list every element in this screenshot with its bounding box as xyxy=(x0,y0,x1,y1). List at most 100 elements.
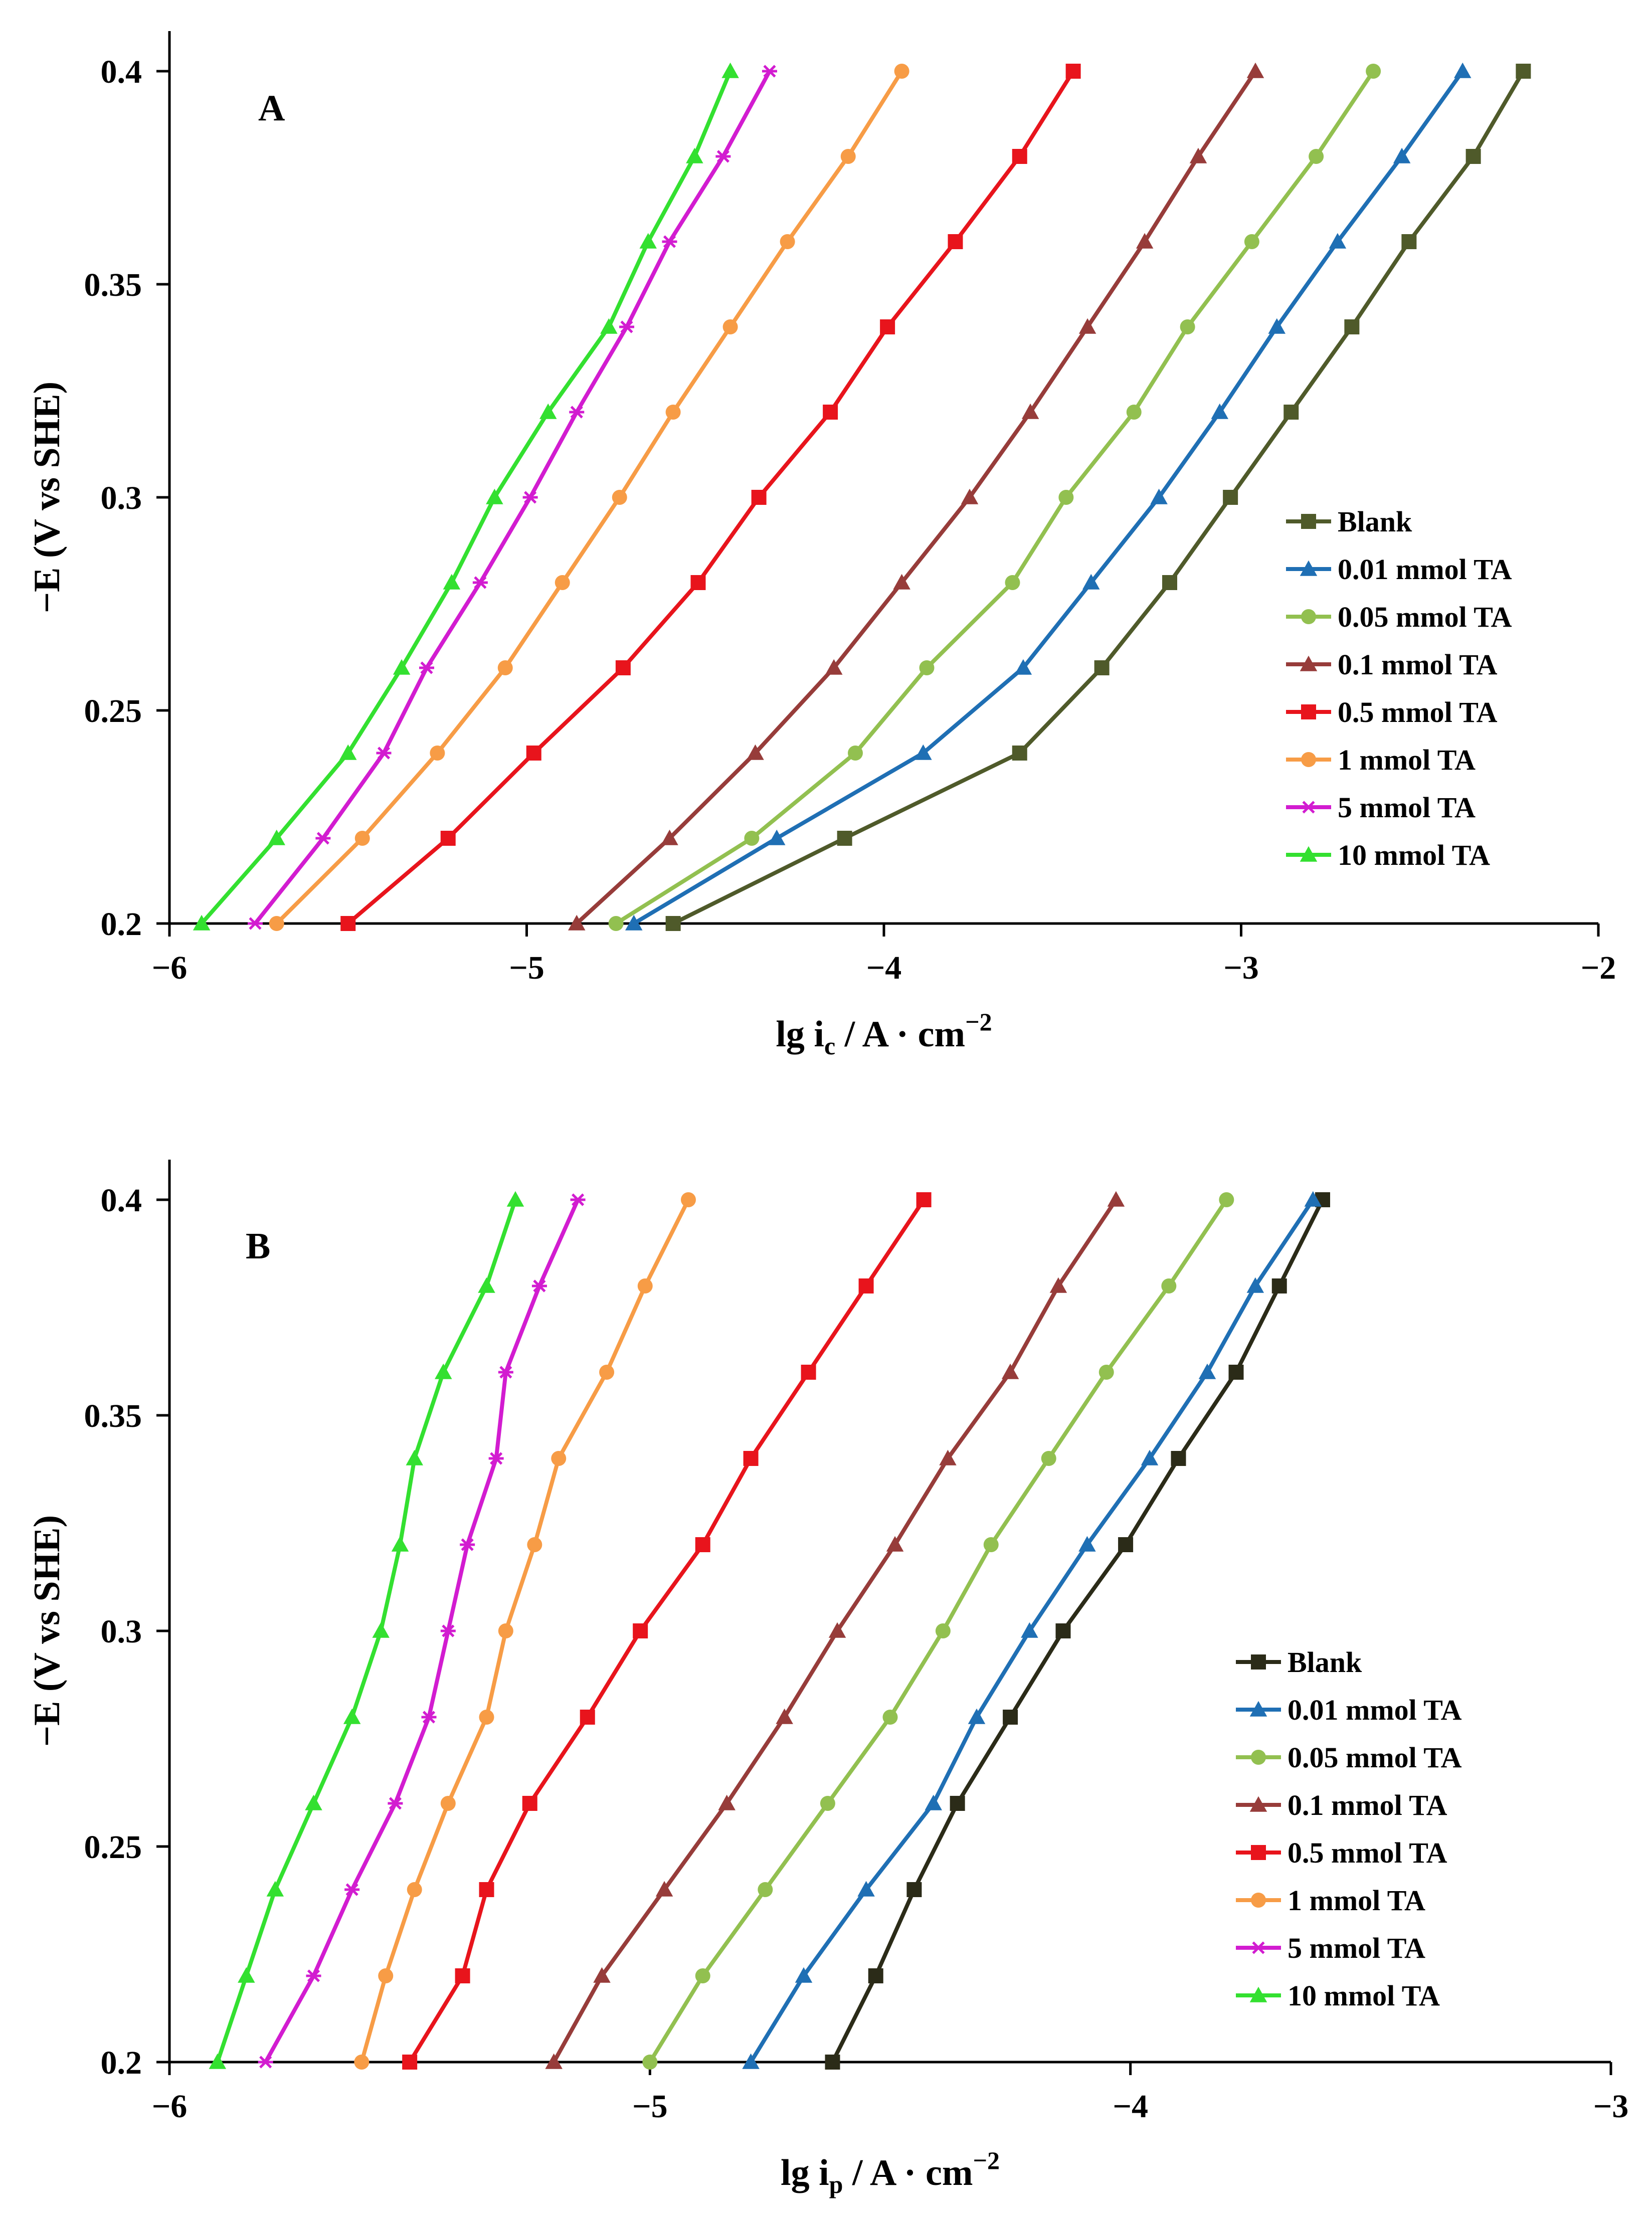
panel-b-data-point xyxy=(391,1536,409,1552)
panel-b-data-point xyxy=(388,1797,403,1810)
panel-a-data-point xyxy=(497,660,513,675)
panel-b-data-point xyxy=(828,1622,846,1638)
panel-a-y-tick-label: 0.3 xyxy=(101,480,142,516)
panel-a-legend-swatch-marker xyxy=(1301,801,1316,814)
panel-b-series-5 xyxy=(354,1192,696,2070)
panel-b-data-point xyxy=(478,1277,495,1293)
panel-b-data-point xyxy=(545,2053,563,2069)
panel-b-data-point xyxy=(440,1796,456,1811)
panel-b-data-point xyxy=(886,1536,904,1552)
panel-a-data-point xyxy=(1150,488,1168,504)
panel-a-data-point xyxy=(269,916,284,931)
panel-a-data-point xyxy=(825,659,843,675)
panel-b-legend-label: 0.5 mmol TA xyxy=(1288,1836,1447,1869)
panel-a-data-point xyxy=(1366,64,1381,79)
panel-b-data-point xyxy=(758,1882,773,1897)
panel-a-data-point xyxy=(248,917,263,930)
panel-a-data-point xyxy=(486,488,503,504)
panel-b-data-point xyxy=(498,1366,513,1379)
panel-b-data-point xyxy=(1003,1710,1018,1725)
panel-b-legend-item: Blank xyxy=(1236,1646,1362,1679)
panel-a-legend-item: 0.01 mmol TA xyxy=(1286,553,1512,586)
panel-b-data-point xyxy=(916,1192,932,1207)
panel-a-series-7 xyxy=(193,62,739,931)
panel-a-data-point xyxy=(430,746,445,761)
panel-a-legend-label: 0.05 mmol TA xyxy=(1338,601,1512,633)
panel-b-x-axis-title: lg ip / A · cm−2 xyxy=(781,2146,1000,2198)
panel-b-y-tick-label: 0.35 xyxy=(84,1398,142,1434)
panel-b-data-point xyxy=(506,1191,524,1207)
panel-a-data-point xyxy=(639,233,657,249)
panel-a-legend: Blank 0.01 mmol TA 0.05 mmol TA 0.1 mmol TA… xyxy=(1286,505,1512,871)
panel-b-label: B xyxy=(246,1226,270,1267)
panel-b-data-point xyxy=(1304,1191,1322,1207)
panel-b-data-point xyxy=(1198,1363,1216,1379)
panel-b-series-7 xyxy=(209,1191,524,2069)
panel-a-legend-item: Blank xyxy=(1286,505,1412,538)
panel-b-data-point xyxy=(718,1794,736,1810)
panel-a-data-point xyxy=(1180,319,1195,334)
panel-b-data-point xyxy=(238,1967,255,1983)
panel-a-data-point xyxy=(1465,149,1481,164)
panel-a-data-point xyxy=(440,831,456,846)
panel-a-data-point xyxy=(880,319,895,334)
panel-a-data-point xyxy=(1244,234,1259,249)
panel-b-legend-swatch-marker xyxy=(1251,1750,1266,1765)
panel-b-data-point xyxy=(776,1708,793,1724)
panel-b-data-point xyxy=(580,1710,595,1725)
panel-a-data-point xyxy=(762,65,777,78)
panel-a-data-point xyxy=(914,744,932,760)
panel-a-legend-label: 0.1 mmol TA xyxy=(1338,648,1498,681)
panel-a-data-point xyxy=(1005,575,1020,590)
panel-a-data-point xyxy=(837,831,852,846)
panel-b-data-point xyxy=(868,1968,883,1983)
panel-b-legend-item: 0.01 mmol TA xyxy=(1236,1694,1462,1726)
panel-a-x-axis-title: lg ic / A · cm−2 xyxy=(776,1008,992,1060)
panel-a-legend-item: 10 mmol TA xyxy=(1286,839,1490,871)
panel-a-data-point xyxy=(608,916,624,931)
panel-b-y-tick-label: 0.25 xyxy=(84,1829,142,1866)
panel-a-data-point xyxy=(1014,659,1032,675)
panel-b-y-axis-title: −E (V vs SHE) xyxy=(27,1515,68,1747)
panel-b-legend-swatch-marker xyxy=(1249,1986,1267,2002)
panel-a-data-point xyxy=(376,747,392,760)
panel-a-series-1 xyxy=(625,62,1472,931)
panel-b-legend-label: 0.01 mmol TA xyxy=(1288,1694,1462,1726)
panel-b-data-point xyxy=(939,1449,957,1465)
panel-b-data-point xyxy=(742,2053,760,2069)
panel-a-data-point xyxy=(722,319,738,334)
panel-b-legend-label: 5 mmol TA xyxy=(1288,1932,1425,1964)
panel-a-y-tick-label: 0.35 xyxy=(84,267,142,303)
panel-a-data-point xyxy=(315,832,331,845)
panel-a-data-point xyxy=(848,746,863,761)
panel-a-legend-item: 0.1 mmol TA xyxy=(1286,648,1498,681)
panel-a-data-point xyxy=(768,829,786,845)
panel-b-legend-label: 0.1 mmol TA xyxy=(1288,1789,1447,1821)
panel-a-data-point xyxy=(339,744,357,760)
panel-a-data-point xyxy=(1283,405,1299,420)
panel-b-data-point xyxy=(968,1708,986,1724)
panel-a-data-point xyxy=(1401,234,1417,249)
panel-a-data-point xyxy=(823,405,838,420)
panel-b-data-point xyxy=(1055,1623,1071,1638)
panel-b-data-point xyxy=(498,1623,513,1638)
panel-b-data-point xyxy=(825,2055,840,2070)
panel-b-legend-item: 5 mmol TA xyxy=(1236,1932,1425,1964)
panel-a-data-point xyxy=(894,64,909,79)
panel-a-data-point xyxy=(1309,149,1324,164)
panel-a-data-point xyxy=(919,660,935,675)
panel-a-data-point xyxy=(555,575,570,590)
panel-a-y-tick-label: 0.2 xyxy=(101,906,142,943)
panel-b-data-point xyxy=(695,1537,710,1552)
panel-a-data-point xyxy=(840,149,856,164)
panel-b-data-point xyxy=(1049,1277,1067,1293)
panel-a-data-point xyxy=(615,660,631,675)
panel-a-data-point xyxy=(1058,490,1074,505)
panel-b-data-point xyxy=(681,1192,696,1207)
panel-a-data-point xyxy=(393,659,411,675)
panel-b-data-point xyxy=(1078,1536,1096,1552)
panel-a-data-point xyxy=(522,491,538,504)
panel-b-data-point xyxy=(1271,1278,1287,1293)
panel-a-data-point xyxy=(443,574,461,590)
panel-a-legend-item: 0.5 mmol TA xyxy=(1286,696,1498,728)
